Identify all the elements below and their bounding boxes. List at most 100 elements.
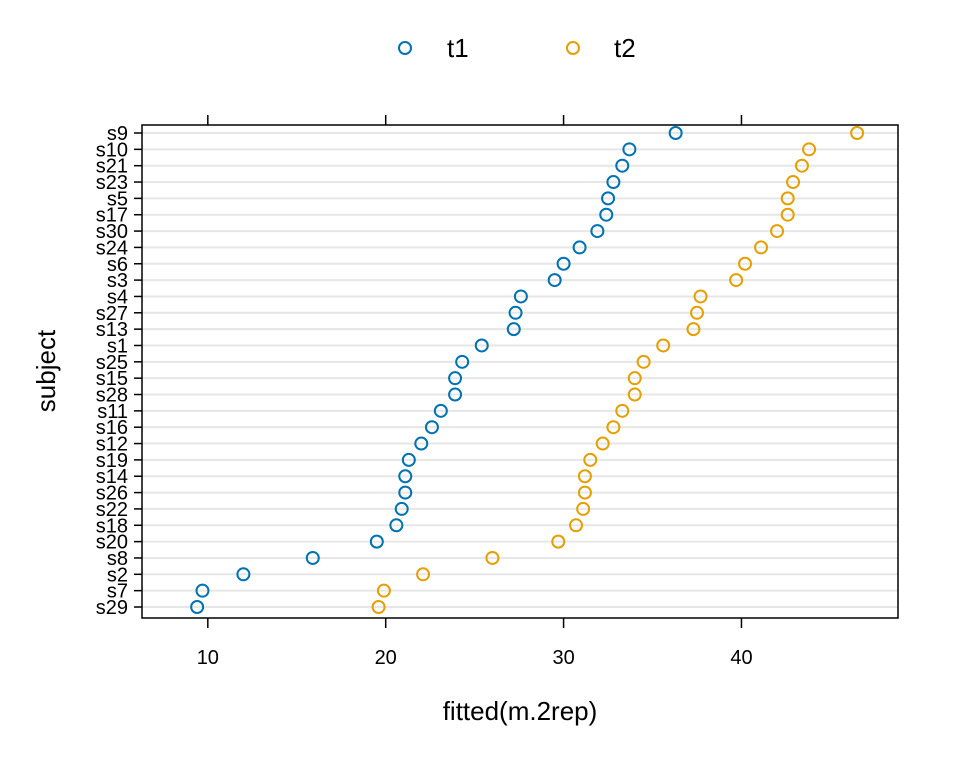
y-tick-label-s19: s19: [96, 450, 128, 472]
y-tick-label-s15: s15: [96, 368, 128, 390]
legend: t1 t2: [398, 33, 636, 63]
point-t1-s14: [398, 469, 413, 484]
y-tick-label-s1: s1: [107, 335, 128, 357]
point-t2-s24: [754, 240, 769, 255]
y-tick-label-s18: s18: [96, 515, 128, 537]
legend-marker-t2: [566, 41, 580, 55]
data-points: [190, 126, 865, 614]
point-t1-s29: [190, 600, 205, 614]
point-t1-s13: [506, 322, 521, 337]
point-t2-s25: [636, 354, 651, 369]
point-t2-s14: [577, 469, 592, 484]
plot-frame: [141, 124, 899, 619]
point-t2-s28: [627, 387, 642, 402]
point-t1-s21: [615, 158, 630, 173]
point-t1-s4: [513, 289, 528, 304]
point-t2-s30: [770, 224, 785, 239]
x-tick-label-10: 10: [197, 647, 219, 669]
point-t1-s27: [508, 305, 523, 320]
y-tick-label-s26: s26: [96, 483, 128, 505]
y-tick-label-s22: s22: [96, 499, 128, 521]
y-tick-label-s17: s17: [96, 205, 128, 227]
point-t1-s18: [389, 518, 404, 533]
point-t2-s1: [656, 338, 671, 353]
x-tick-label-40: 40: [730, 647, 752, 669]
point-t1-s3: [547, 273, 562, 288]
point-t2-s10: [802, 142, 817, 157]
y-tick-label-s6: s6: [107, 254, 128, 276]
y-tick-label-s3: s3: [107, 270, 128, 292]
y-tick-label-s25: s25: [96, 352, 128, 374]
point-t1-s25: [455, 354, 470, 369]
y-tick-label-s13: s13: [96, 319, 128, 341]
x-tick-label-30: 30: [552, 647, 574, 669]
point-t1-s22: [394, 501, 409, 516]
point-t2-s18: [569, 518, 584, 533]
y-tick-label-s29: s29: [96, 597, 128, 619]
y-tick-label-s27: s27: [96, 303, 128, 325]
point-t2-s17: [780, 207, 795, 222]
y-tick-label-s21: s21: [96, 156, 128, 178]
point-t2-s3: [729, 273, 744, 288]
point-t1-s30: [590, 224, 605, 239]
y-tick-label-s20: s20: [96, 532, 128, 554]
y-tick-label-s8: s8: [107, 548, 128, 570]
point-t1-s24: [572, 240, 587, 255]
y-tick-label-s16: s16: [96, 417, 128, 439]
point-t1-s19: [401, 452, 416, 467]
point-t2-s21: [794, 158, 809, 173]
y-tick-label-s11: s11: [97, 401, 128, 423]
point-t1-s17: [599, 207, 614, 222]
point-t2-s9: [850, 126, 865, 140]
point-t2-s26: [577, 485, 592, 500]
point-t2-s27: [689, 305, 704, 320]
y-tick-label-s2: s2: [107, 564, 128, 586]
point-t2-s22: [576, 501, 591, 516]
y-tick-label-s5: s5: [107, 188, 128, 210]
point-t1-s7: [195, 583, 210, 598]
point-t1-s12: [414, 436, 429, 451]
x-tick-label-20: 20: [375, 647, 397, 669]
point-t2-s29: [371, 600, 386, 614]
point-t2-s12: [595, 436, 610, 451]
point-t1-s10: [622, 142, 637, 157]
y-axis-title: subject: [31, 329, 61, 412]
point-t1-s15: [448, 371, 463, 386]
point-t1-s5: [601, 191, 616, 206]
point-t1-s11: [433, 403, 448, 418]
point-t2-s2: [416, 567, 431, 582]
point-t1-s6: [556, 256, 571, 271]
point-t1-s1: [474, 338, 489, 353]
point-t2-s23: [786, 175, 801, 190]
point-t1-s23: [606, 175, 621, 190]
y-tick-label-s7: s7: [107, 581, 128, 603]
legend-marker-t1: [398, 41, 412, 55]
y-tick-label-s9: s9: [107, 123, 128, 145]
point-t1-s16: [424, 420, 439, 435]
legend-label-t1: t1: [447, 33, 469, 63]
y-tick-label-s24: s24: [96, 237, 128, 259]
y-tick-label-s12: s12: [96, 434, 128, 456]
point-t1-s26: [398, 485, 413, 500]
y-tick-label-s14: s14: [96, 466, 128, 488]
point-t2-s5: [780, 191, 795, 206]
y-axis: s9s10s21s23s5s17s30s24s6s3s4s27s13s1s25s…: [96, 123, 142, 619]
point-t2-s7: [376, 583, 391, 598]
y-tick-label-s23: s23: [96, 172, 128, 194]
point-t2-s16: [606, 420, 621, 435]
point-t2-s13: [686, 322, 701, 337]
point-t1-s28: [448, 387, 463, 402]
y-tick-label-s4: s4: [107, 286, 128, 308]
point-t2-s19: [583, 452, 598, 467]
y-tick-label-s10: s10: [96, 139, 128, 161]
point-t1-s8: [305, 550, 320, 565]
x-axis-title: fitted(m.2rep): [443, 696, 598, 726]
point-t1-s2: [236, 567, 251, 582]
y-tick-label-s30: s30: [96, 221, 128, 243]
legend-label-t2: t2: [614, 33, 636, 63]
point-t2-s15: [627, 371, 642, 386]
y-tick-label-s28: s28: [96, 385, 128, 407]
point-t2-s8: [485, 550, 500, 565]
point-t1-s9: [668, 126, 683, 140]
